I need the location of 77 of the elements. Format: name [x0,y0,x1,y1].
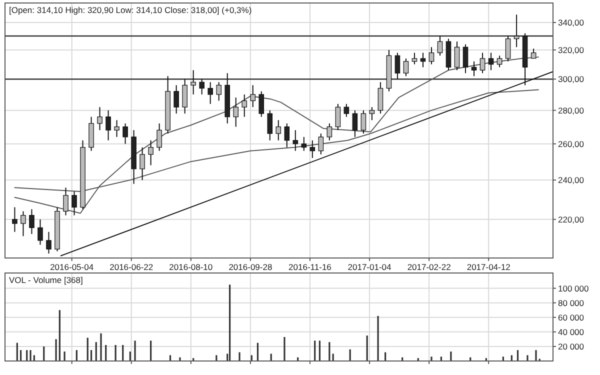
y-tick-label: 100 000 [558,283,589,294]
y-tick-label: 260,00 [558,138,584,149]
candlestick [72,190,77,216]
candlestick [326,122,332,141]
y-tick-label: 340,00 [558,18,584,28]
candlestick [378,82,384,114]
candlestick [29,208,34,235]
candlestick [276,120,282,141]
candlestick [344,103,350,118]
x-tick-label: 2016-08-10 [169,262,213,272]
candlestick [216,82,222,102]
candlestick [148,140,154,166]
candlestick [360,110,366,134]
candlestick [394,52,400,80]
y-tick-label: 80 000 [558,298,584,308]
candlestick [480,52,486,74]
candlestick [267,110,273,141]
candlestick [496,55,502,68]
candlestick [122,122,128,144]
x-tick-label: 2016-09-28 [228,262,272,272]
candlestick [530,48,536,59]
x-tick-label: 2016-05-04 [50,262,94,272]
candlestick [301,136,307,152]
y-tick-label: 60 000 [558,312,584,322]
candlestick [462,44,468,74]
y-tick-label: 240,00 [558,175,584,186]
y-tick-label: 320,00 [558,44,584,55]
candlestick [412,52,418,65]
candlestick [88,116,94,152]
y-tick-label: 220,00 [558,214,584,224]
candlestick [190,70,196,95]
candlestick [114,120,120,138]
line-series [14,56,539,214]
candlestick [514,14,520,48]
candlestick [12,206,18,232]
candlestick [46,231,52,254]
candlestick [38,218,43,246]
x-tick-label: 2017-04-12 [466,262,511,272]
candlestick [420,52,426,68]
candlestick [403,58,409,77]
candlestick [97,106,102,131]
x-tick-label: 2017-02-22 [407,262,452,272]
chart-title: [Open: 314,10 High: 320,90 Low: 314,10 Close: 318,00] (+0,3%) [9,5,252,15]
candlestick [258,90,264,118]
candlestick [428,46,434,65]
y-tick-label: 280,00 [558,105,584,116]
candlestick [335,103,341,131]
candlestick [140,146,145,181]
chart-title: VOL - Volume [368] [9,275,83,285]
x-tick-label: 2016-11-16 [288,262,332,272]
candlestick [182,78,188,114]
candlestick [242,94,248,118]
candlestick [292,130,298,152]
x-tick-label: 2016-06-22 [110,262,154,272]
y-tick-label: 20 000 [558,341,584,352]
y-tick-label: 40 000 [558,326,584,337]
candlestick [233,97,239,128]
candlestick [437,36,443,56]
x-tick-label: 2017-01-04 [348,262,392,272]
candlestick [369,106,375,121]
candlestick [454,41,460,71]
y-tick-label: 300,00 [558,74,584,84]
candlestick [20,210,26,237]
candlestick [199,78,204,95]
candlestick [471,60,477,77]
candlestick [352,110,358,138]
candlestick [208,82,213,104]
candlestick [284,122,290,148]
candlestick [106,110,111,141]
candlestick [488,52,494,71]
candlestick [505,36,511,62]
candlestick [250,84,256,108]
candlestick [63,187,68,216]
candlestick [156,122,162,152]
candlestick [174,84,179,114]
candlestick [318,133,324,155]
candlestick [310,140,316,158]
